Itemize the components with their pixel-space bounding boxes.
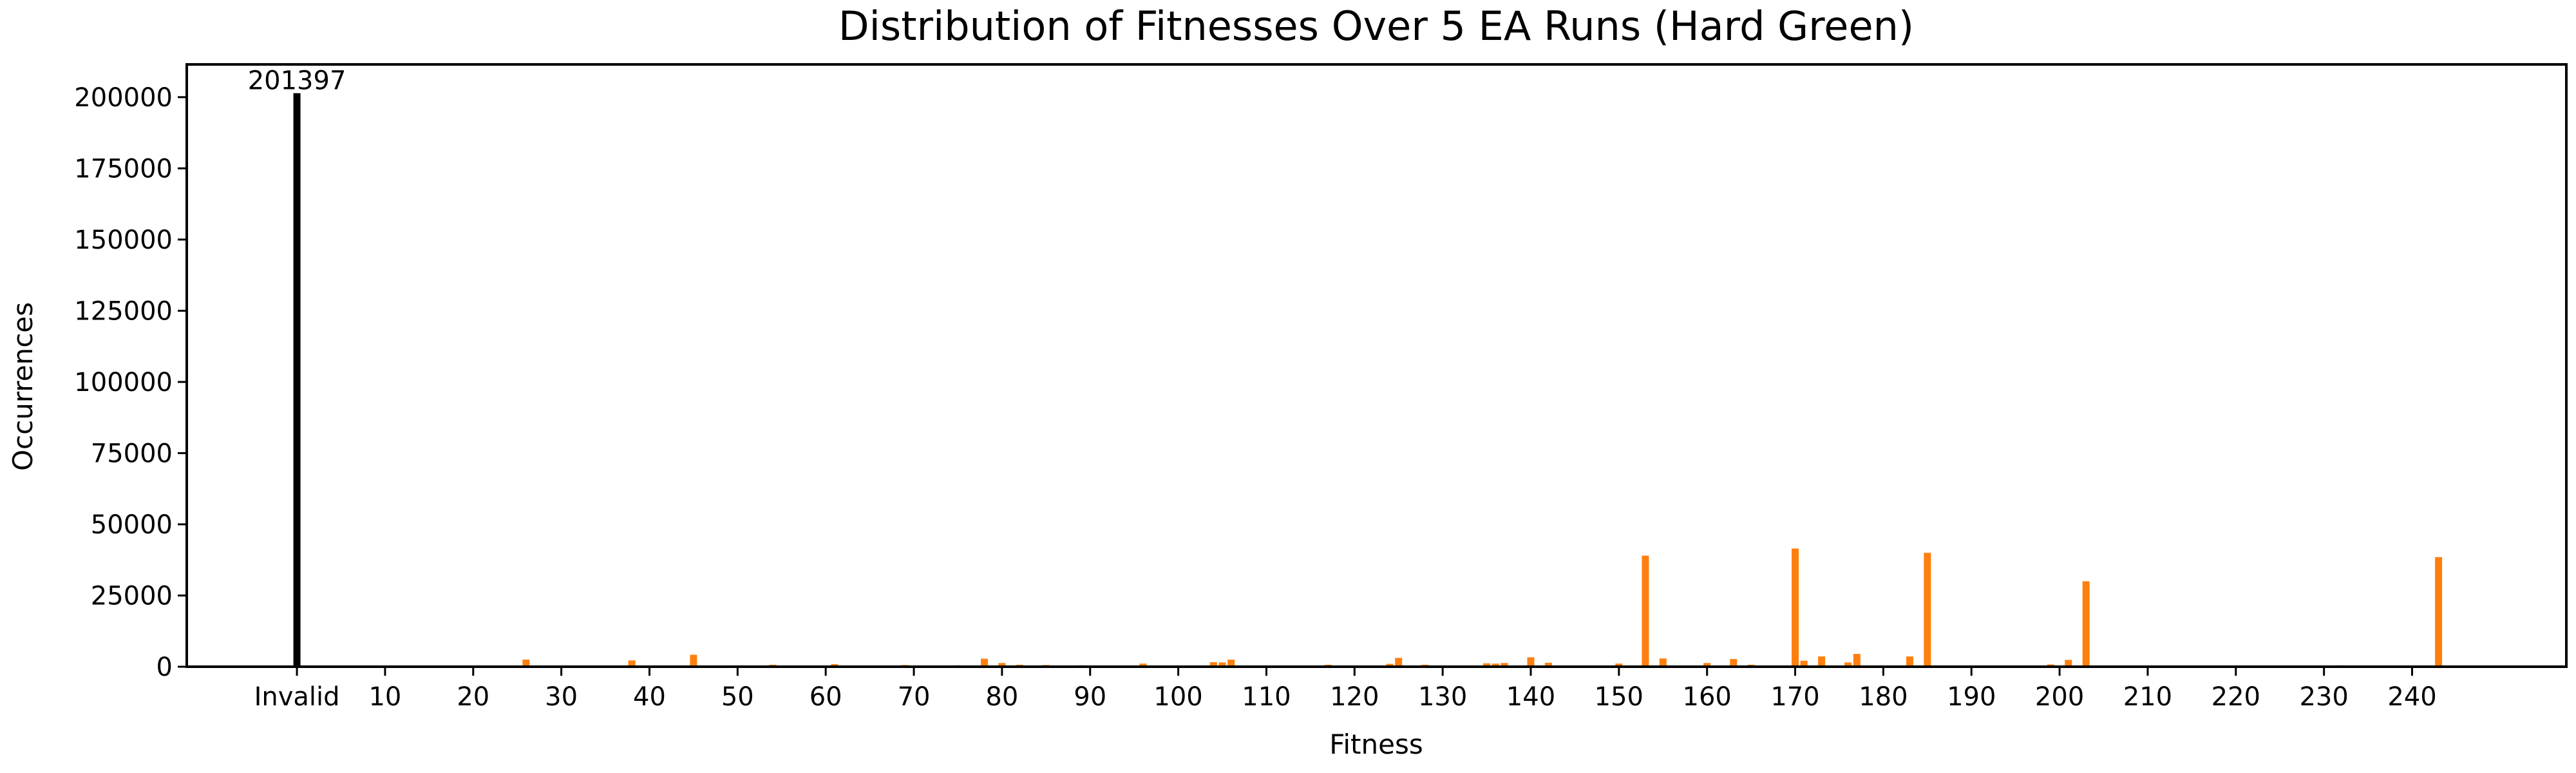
bar-fitness-183 (1906, 656, 1913, 667)
bar-fitness-106 (1227, 659, 1235, 667)
bar-fitness-163 (1730, 659, 1738, 667)
x-tick-label: 110 (1242, 682, 1291, 712)
bar-fitness-153 (1642, 555, 1649, 667)
x-tick-label: 150 (1595, 682, 1643, 712)
x-tick-label: 120 (1330, 682, 1379, 712)
bar-fitness-80 (998, 663, 1006, 667)
x-tick-label: 40 (633, 682, 666, 712)
y-tick-label: 200000 (74, 83, 173, 113)
x-tick-label: 200 (2035, 682, 2084, 712)
bar-fitness-243 (2435, 557, 2443, 667)
bar-fitness-78 (981, 658, 989, 667)
y-tick-label: 0 (156, 653, 173, 682)
x-tick-label: 180 (1859, 682, 1908, 712)
bar-fitness-185 (1924, 553, 1931, 667)
bar-fitness-150 (1615, 663, 1623, 667)
x-tick-label: 80 (985, 682, 1018, 712)
x-tick-label: 130 (1418, 682, 1467, 712)
y-tick-label: 50000 (91, 510, 173, 540)
bar-fitness-26 (522, 659, 530, 667)
bar-fitness-105 (1218, 662, 1226, 667)
bar-fitness-136 (1492, 663, 1499, 667)
y-tick-label: 25000 (91, 581, 173, 611)
x-tick-label: 170 (1770, 682, 1819, 712)
plot-frame (185, 63, 2568, 668)
bar-fitness-140 (1527, 657, 1535, 667)
bar-value-label: 201397 (248, 66, 346, 96)
x-tick-label: 20 (457, 682, 489, 712)
bar-fitness-45 (690, 654, 697, 667)
bars-layer (293, 93, 2443, 667)
x-tick-label: 220 (2211, 682, 2260, 712)
x-tick-label: 30 (545, 682, 578, 712)
bar-fitness-125 (1395, 658, 1403, 667)
x-tick-label: 60 (810, 682, 842, 712)
x-tick-label: 10 (368, 682, 401, 712)
bar-fitness-137 (1501, 663, 1508, 667)
x-tick-label: 100 (1153, 682, 1202, 712)
x-tick-label: 230 (2299, 682, 2348, 712)
bar-fitness-104 (1209, 662, 1217, 667)
bar-fitness-171 (1800, 660, 1808, 667)
bar-fitness-124 (1386, 663, 1394, 667)
y-axis: 0 25000 50000 75000 100000 125000 150000 175000… (74, 83, 187, 682)
bar-fitness-38 (628, 660, 636, 667)
bar-fitness-177 (1853, 654, 1861, 667)
y-tick-label: 100000 (74, 368, 173, 397)
y-tick-label: 75000 (91, 439, 173, 468)
bar-fitness-201 (2065, 660, 2072, 667)
y-tick-label: 150000 (74, 225, 173, 255)
x-tick-label: 160 (1683, 682, 1732, 712)
bar-fitness-142 (1544, 662, 1552, 667)
bar-fitness-160 (1703, 663, 1711, 667)
x-tick-label: 240 (2387, 682, 2436, 712)
bar-fitness-170 (1792, 548, 1799, 667)
bar-invalid (293, 93, 301, 667)
x-tick-label: Invalid (254, 682, 340, 712)
x-axis-label: Fitness (1329, 729, 1423, 760)
x-tick-label: 90 (1074, 682, 1106, 712)
bar-fitness-173 (1818, 656, 1826, 667)
x-tick-label: 70 (898, 682, 931, 712)
bar-fitness-176 (1844, 662, 1852, 667)
annotations-layer: 201397 (248, 66, 346, 96)
y-tick-label: 125000 (74, 296, 173, 326)
chart-title: Distribution of Fitnesses Over 5 EA Runs… (838, 3, 1914, 50)
bar-fitness-135 (1483, 663, 1491, 667)
x-axis: Invalid 10 20 30 40 50 60 70 80 90 100 110 120 130 140… (254, 667, 2437, 712)
x-tick-label: 50 (721, 682, 754, 712)
x-tick-label: 190 (1947, 682, 1996, 712)
x-tick-label: 140 (1506, 682, 1555, 712)
bar-fitness-155 (1659, 658, 1667, 667)
y-axis-label: Occurrences (7, 302, 39, 471)
bar-fitness-203 (2082, 581, 2090, 667)
y-tick-label: 175000 (74, 154, 173, 184)
bar-fitness-96 (1139, 663, 1147, 667)
x-tick-label: 210 (2123, 682, 2172, 712)
